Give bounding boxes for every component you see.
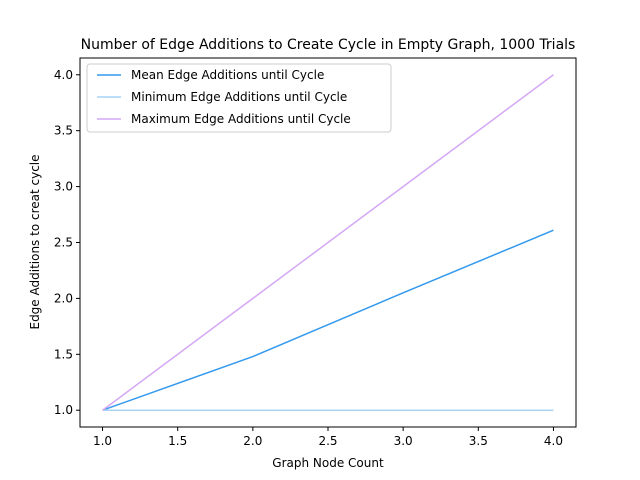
x-tick-label: 3.5 — [469, 434, 488, 448]
y-tick-label: 3.0 — [54, 180, 73, 194]
x-axis-ticks: 1.0 1.5 2.0 2.5 3.0 3.5 4.0 — [93, 427, 563, 448]
series-line-0 — [102, 229, 554, 411]
legend-label-1: Minimum Edge Additions until Cycle — [131, 90, 347, 104]
x-tick-label: 3.0 — [394, 434, 413, 448]
legend-label-0: Mean Edge Additions until Cycle — [131, 68, 324, 82]
chart-title: Number of Edge Additions to Create Cycle… — [81, 37, 576, 53]
legend-label-2: Maximum Edge Additions until Cycle — [131, 112, 351, 126]
x-tick-label: 1.0 — [93, 434, 112, 448]
series-line-2 — [102, 74, 554, 411]
x-tick-label: 4.0 — [544, 434, 563, 448]
y-tick-label: 2.0 — [54, 291, 73, 305]
y-tick-label: 4.0 — [54, 68, 73, 82]
x-tick-label: 1.5 — [168, 434, 187, 448]
legend: Mean Edge Additions until Cycle Minimum E… — [86, 63, 392, 133]
y-axis-ticks: 1.0 1.5 2.0 2.5 3.0 3.5 4.0 — [54, 68, 80, 417]
y-tick-label: 1.5 — [54, 347, 73, 361]
y-axis-label: Edge Additions to creat cycle — [28, 154, 42, 329]
y-tick-label: 1.0 — [54, 403, 73, 417]
legend-box — [86, 63, 392, 133]
plot-lines — [102, 74, 554, 411]
x-tick-label: 2.0 — [243, 434, 262, 448]
x-tick-label: 2.5 — [318, 434, 337, 448]
y-tick-label: 2.5 — [54, 236, 73, 250]
y-tick-label: 3.5 — [54, 124, 73, 138]
x-axis-label: Graph Node Count — [272, 456, 384, 470]
